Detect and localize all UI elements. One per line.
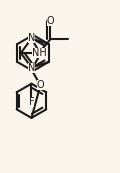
Text: O: O: [37, 80, 44, 90]
Text: O: O: [47, 16, 54, 26]
Text: N: N: [28, 33, 35, 43]
Text: N: N: [28, 63, 35, 72]
Text: NH: NH: [32, 48, 46, 58]
Text: F: F: [29, 97, 34, 107]
